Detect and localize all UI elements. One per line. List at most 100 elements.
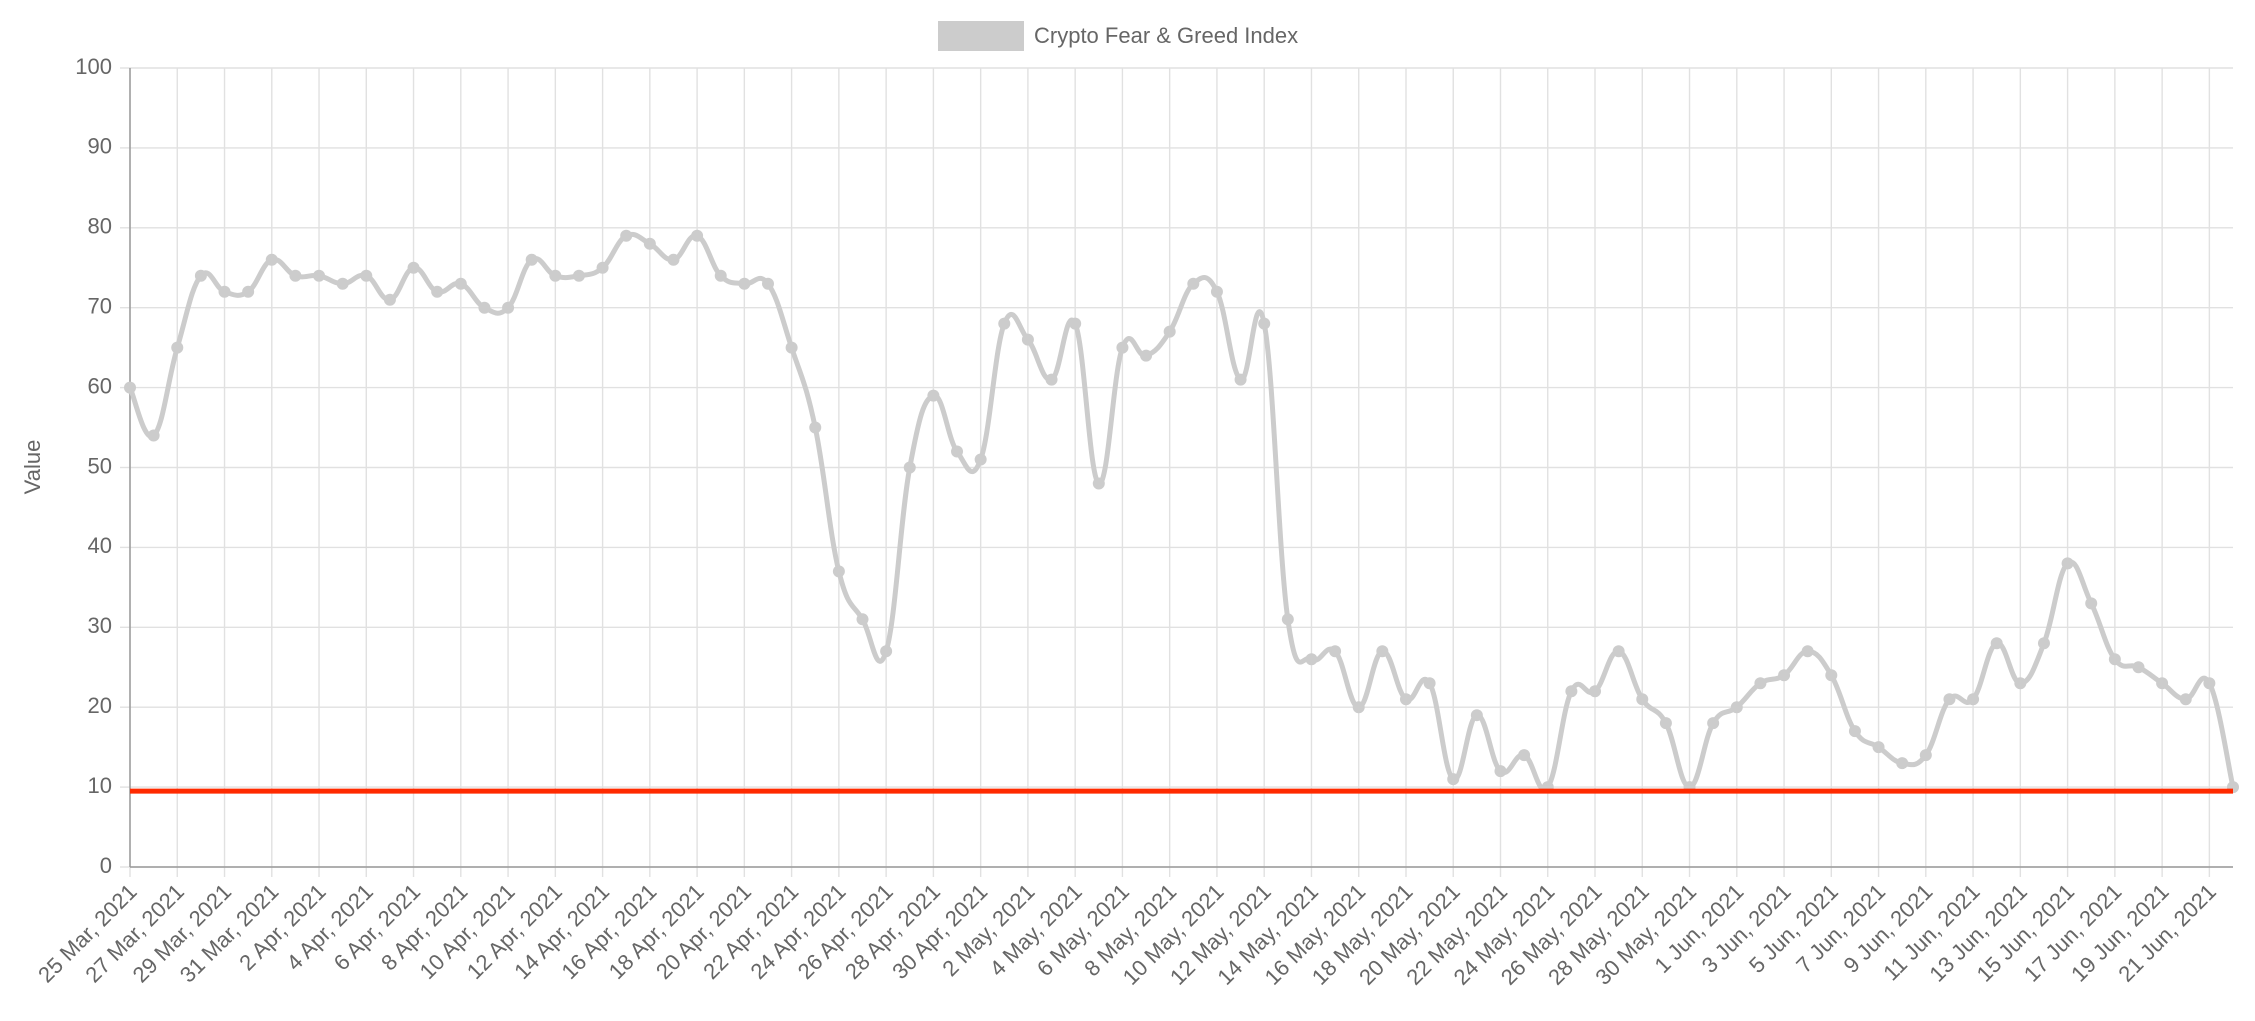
point <box>1754 677 1767 690</box>
point <box>1825 669 1838 682</box>
point <box>360 269 373 282</box>
point <box>147 429 160 442</box>
point <box>809 421 822 434</box>
point <box>714 269 727 282</box>
y-tick-label: 70 <box>88 294 112 319</box>
point <box>1021 333 1034 346</box>
point <box>1305 653 1318 666</box>
y-tick-label: 30 <box>88 613 112 638</box>
y-tick-label: 40 <box>88 533 112 558</box>
point <box>1990 637 2003 650</box>
point <box>1730 701 1743 714</box>
point <box>572 269 585 282</box>
point <box>431 285 444 298</box>
y-tick-label: 60 <box>88 373 112 398</box>
point <box>903 461 916 474</box>
point <box>2037 637 2050 650</box>
point <box>1518 749 1531 762</box>
point <box>738 277 751 290</box>
point <box>1589 685 1602 698</box>
point <box>2179 693 2192 706</box>
point <box>1352 701 1365 714</box>
point <box>927 389 940 402</box>
point <box>785 341 798 354</box>
point <box>1210 285 1223 298</box>
point <box>1376 645 1389 658</box>
point <box>1778 669 1791 682</box>
point <box>1092 477 1105 490</box>
y-tick-label: 50 <box>88 453 112 478</box>
point <box>1659 717 1672 730</box>
legend-swatch <box>938 21 1024 51</box>
point <box>478 301 491 314</box>
point <box>1707 717 1720 730</box>
point <box>171 341 184 354</box>
point <box>313 269 326 282</box>
point <box>1069 317 1082 330</box>
point <box>525 253 538 266</box>
point <box>2085 597 2098 610</box>
point <box>454 277 467 290</box>
point <box>383 293 396 306</box>
point <box>1967 693 1980 706</box>
point <box>1919 749 1932 762</box>
point <box>1423 677 1436 690</box>
point <box>2108 653 2121 666</box>
point <box>1140 349 1153 362</box>
point <box>998 317 1011 330</box>
point <box>502 301 515 314</box>
point <box>974 453 987 466</box>
point <box>1187 277 1200 290</box>
y-tick-label: 100 <box>75 54 112 79</box>
point <box>289 269 302 282</box>
point <box>1636 693 1649 706</box>
point <box>1612 645 1625 658</box>
point <box>407 261 420 274</box>
series-line <box>127 231 2236 792</box>
point <box>1399 693 1412 706</box>
point <box>194 269 207 282</box>
point <box>2132 661 2145 674</box>
point <box>691 229 704 242</box>
point <box>265 253 278 266</box>
point <box>1258 317 1271 330</box>
point <box>1329 645 1342 658</box>
point <box>1943 693 1956 706</box>
legend-label: Crypto Fear & Greed Index <box>1034 23 1298 48</box>
point <box>2014 677 2027 690</box>
point <box>1447 773 1460 786</box>
y-tick-label: 0 <box>100 853 112 878</box>
point <box>1281 613 1294 626</box>
point <box>336 277 349 290</box>
y-tick-label: 80 <box>88 214 112 239</box>
point <box>667 253 680 266</box>
point <box>1872 741 1885 754</box>
y-tick-label: 10 <box>88 773 112 798</box>
point <box>124 381 136 394</box>
point <box>2061 557 2074 570</box>
point <box>1565 685 1578 698</box>
point <box>1116 341 1129 354</box>
point <box>761 277 774 290</box>
point <box>1848 725 1861 738</box>
y-tick-label: 90 <box>88 134 112 159</box>
point <box>856 613 869 626</box>
point <box>242 285 255 298</box>
point <box>2203 677 2216 690</box>
point <box>218 285 231 298</box>
point <box>1234 373 1247 386</box>
point <box>1896 757 1909 770</box>
point <box>643 237 656 250</box>
point <box>832 565 845 578</box>
point <box>1163 325 1176 338</box>
point <box>1801 645 1814 658</box>
point <box>2156 677 2169 690</box>
point <box>1470 709 1483 722</box>
point <box>549 269 562 282</box>
point <box>951 445 964 458</box>
point <box>596 261 609 274</box>
point <box>1494 765 1507 778</box>
y-axis-label: Value <box>20 440 45 495</box>
y-tick-label: 20 <box>88 693 112 718</box>
